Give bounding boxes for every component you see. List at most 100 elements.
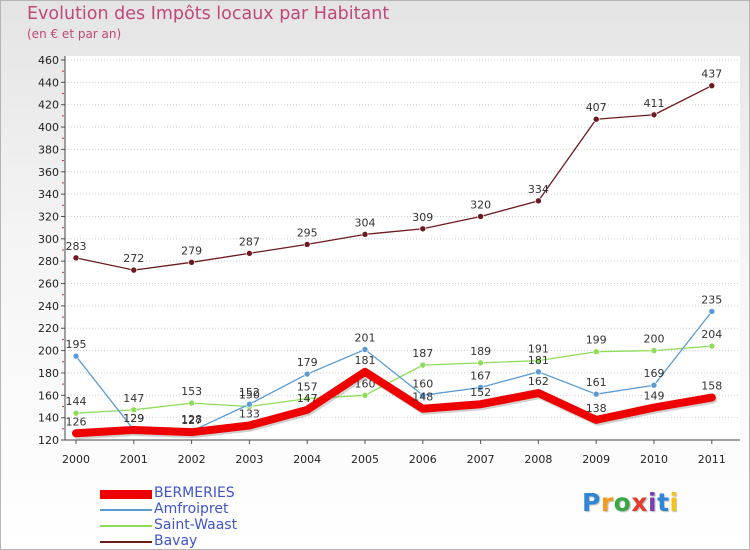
data-label-bermeries: 129 [123,412,144,425]
data-label-amfroipret: 167 [470,369,491,382]
data-point-bavay [246,250,253,257]
data-label-bermeries: 147 [297,392,318,405]
data-point-saint-waast [419,361,427,369]
data-point-bavay [130,266,138,274]
y-tick-label: 280 [38,255,59,268]
data-point-saint-waast [708,342,716,350]
data-label-bermeries: 148 [412,391,433,404]
y-tick-label: 120 [38,434,59,447]
x-tick-label: 2001 [120,453,148,466]
data-point-amfroipret [361,346,369,353]
data-label-bermeries: 162 [528,375,549,388]
data-label-amfroipret: 161 [586,376,607,389]
data-point-bavay [592,115,600,123]
data-label-bavay: 283 [66,240,87,253]
data-point-saint-waast [72,409,80,417]
data-label-bermeries: 138 [586,402,607,415]
data-point-amfroipret [650,381,658,389]
chart-title: Evolution des Impôts locaux par Habitant [27,4,390,24]
data-point-bavay [419,225,427,233]
data-label-bavay: 287 [239,235,260,248]
data-label-bavay: 295 [297,226,318,239]
data-label-saint-waast: 199 [586,334,607,347]
data-label-bavay: 334 [528,183,549,196]
data-label-bavay: 309 [412,211,433,224]
x-tick-label: 2010 [640,453,668,466]
x-tick-label: 2000 [62,453,90,466]
series-line-bavay [75,85,713,271]
data-label-bermeries: 126 [66,415,87,428]
proxiti-logo: Proxiti [582,488,679,517]
data-point-amfroipret [477,384,484,391]
data-label-amfroipret: 160 [412,377,433,390]
data-label-saint-waast: 144 [66,395,87,408]
data-label-saint-waast: 189 [470,345,491,358]
logo-letter: o [613,488,632,517]
y-tick-label: 240 [38,300,59,313]
data-label-bermeries: 152 [470,386,491,399]
data-label-bermeries: 127 [181,414,202,427]
data-point-bavay [188,258,195,266]
y-tick-label: 460 [38,54,59,67]
data-label-amfroipret: 152 [239,386,260,399]
data-label-amfroipret: 169 [644,367,665,380]
data-point-bavay [708,82,716,90]
series-bavay: 283 272 279 287 295 304 309 320 334 407 411 437 [66,68,722,274]
data-label-bavay: 411 [644,97,665,110]
data-point-amfroipret [419,391,427,399]
x-tick-label: 2003 [235,453,263,466]
data-point-saint-waast [592,348,600,356]
x-tick-label: 2004 [293,453,321,466]
x-tick-label: 2009 [582,453,610,466]
legend-label-bavay: Bavay [154,533,198,549]
data-label-saint-waast: 160 [355,377,376,390]
y-tick-label: 140 [38,412,59,425]
data-label-amfroipret: 181 [528,354,549,367]
data-label-saint-waast: 157 [297,381,318,394]
data-point-bavay [535,197,542,205]
data-label-saint-waast: 200 [644,333,665,346]
series-line-bermeries [72,367,716,438]
y-tick-label: 300 [38,233,59,246]
x-tick-label: 2006 [409,453,437,466]
y-tick-label: 440 [38,76,59,89]
logo-letter: r [600,488,614,517]
logo-letter: P [582,488,601,517]
y-tick-label: 160 [38,389,59,402]
data-label-bavay: 320 [470,198,491,211]
data-point-bavay [72,254,80,262]
chart-subtitle: (en € et par an) [27,27,122,41]
y-tick-label: 420 [38,99,59,112]
series-saint-waast: 144 147 153 150 157 160 187 189 191 199 200 204 [66,328,722,417]
legend-label-bermeries: BERMERIES [154,485,235,501]
data-label-amfroipret: 128 [181,413,202,426]
x-tick-label: 2007 [467,453,495,466]
plot-area [65,56,740,440]
legend-swatch-amfroipret [100,509,152,511]
data-point-saint-waast [650,347,658,354]
y-tick-label: 320 [38,210,59,223]
series-bermeries: 126 129 127 133 147 181 148 152 162 138 149 158 [66,354,722,440]
legend-swatch-saint-waast [100,525,152,527]
data-point-amfroipret [72,352,80,360]
y-tick-label: 340 [38,188,59,201]
logo-letter: t [657,488,670,517]
x-tick-label: 2005 [351,453,379,466]
data-point-amfroipret [708,308,716,315]
data-point-saint-waast [188,399,195,407]
data-point-bavay [361,231,369,238]
data-label-saint-waast: 153 [181,385,202,398]
data-label-saint-waast: 147 [123,392,144,405]
logo-letter: i [669,488,679,517]
data-point-amfroipret [303,370,311,378]
data-label-saint-waast: 187 [412,347,433,360]
y-tick-label: 180 [38,367,59,380]
data-point-bavay [303,241,311,248]
data-label-bermeries: 149 [644,390,665,403]
data-point-saint-waast [535,357,542,364]
data-point-saint-waast [130,406,138,414]
y-tick-label: 220 [38,322,59,335]
legend-swatch-bavay [100,541,152,543]
data-point-saint-waast [303,395,311,402]
